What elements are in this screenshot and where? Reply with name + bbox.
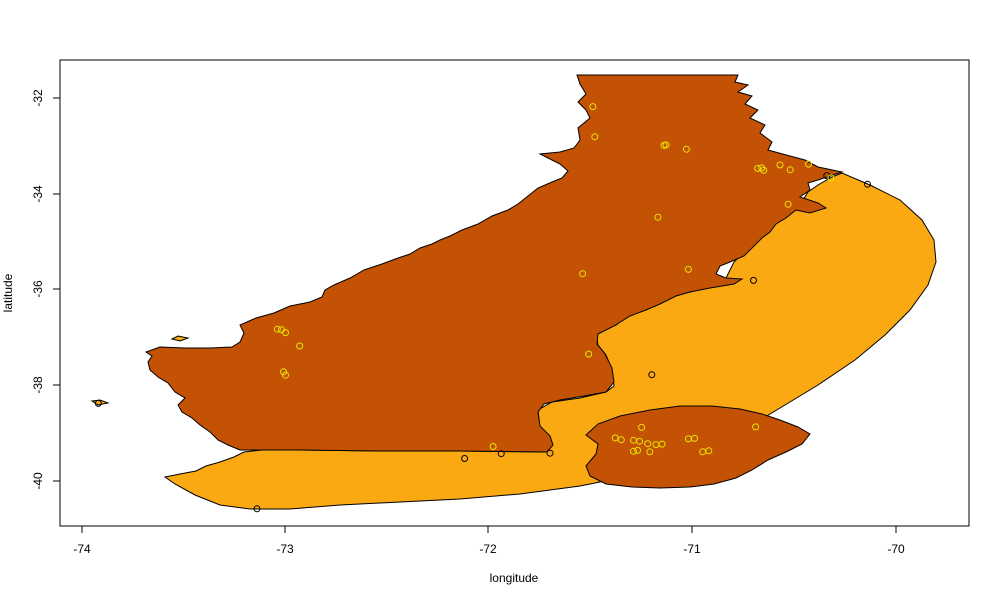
site-marker-yellow [784,200,792,208]
site-marker-yellow [644,440,652,448]
site-marker-yellow [617,436,625,444]
site-marker-yellow [638,423,646,431]
y-tick-label: -40 [31,472,45,490]
site-marker-black [648,371,656,379]
site-marker-black [253,505,261,513]
site-marker-yellow [660,141,668,149]
site-marker-yellow [760,166,768,174]
site-marker-black [864,180,871,188]
site-marker-yellow [282,329,289,337]
y-tick-label: -34 [31,185,45,203]
site-marker-black [750,276,757,284]
site-marker-yellow [805,160,812,168]
site-marker-yellow [579,270,587,278]
y-axis-title: latitude [1,273,15,312]
x-tick-label: -74 [73,542,91,556]
site-marker-black [94,399,102,407]
site-marker-yellow [776,161,784,169]
site-marker-yellow [611,434,619,442]
site-marker-yellow [630,447,637,455]
site-marker-yellow [786,166,794,174]
y-tick-label: -36 [31,280,45,298]
site-marker-yellow [705,447,713,455]
site-marker-yellow [636,437,644,445]
site-marker-yellow [585,350,593,358]
site-marker-yellow [752,423,760,431]
site-marker-yellow [654,213,662,221]
inner-region-island [585,405,811,489]
islet-north [170,335,190,342]
site-marker-yellow [646,448,654,456]
site-marker-yellow [682,145,690,153]
site-marker-yellow [691,434,698,442]
y-tick-label: -38 [31,376,45,394]
x-tick-label: -70 [887,542,905,556]
site-marker-black [546,449,554,457]
site-marker-yellow [591,133,599,141]
y-axis: -32 -34 -36 -38 -40 latitude [1,89,61,490]
site-marker-yellow [589,103,597,111]
inner-region-mainland [144,74,844,453]
site-marker-yellow [280,368,287,376]
site-marker-black [497,450,505,458]
site-markers [94,103,871,513]
site-marker-black [461,455,469,462]
site-marker-yellow [296,342,304,350]
x-tick-label: -71 [683,542,701,556]
site-marker-yellow [282,371,289,379]
x-axis: -74 -73 -72 -71 -70 longitude [73,525,905,585]
site-marker-yellow [489,443,497,450]
x-tick-label: -73 [276,542,294,556]
site-marker-yellow [684,265,692,273]
y-tick-label: -32 [31,89,45,107]
x-axis-title: longitude [490,571,539,585]
site-marker-yellow [658,440,666,448]
site-marker-yellow [754,164,762,172]
site-marker-yellow [827,174,835,182]
site-marker-yellow [273,325,281,333]
site-marker-yellow [634,446,642,454]
x-tick-label: -72 [479,542,497,556]
